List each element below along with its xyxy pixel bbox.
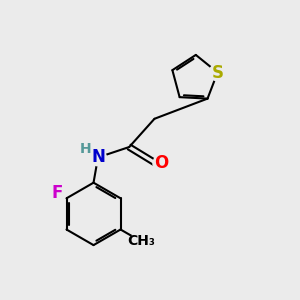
- Text: O: O: [154, 154, 168, 172]
- Text: N: N: [91, 148, 105, 166]
- Circle shape: [90, 149, 106, 166]
- Circle shape: [153, 155, 169, 172]
- Circle shape: [131, 231, 152, 252]
- Text: CH₃: CH₃: [127, 234, 155, 248]
- Text: F: F: [51, 184, 62, 202]
- Circle shape: [209, 64, 226, 81]
- Text: H: H: [80, 142, 91, 156]
- Circle shape: [48, 184, 65, 201]
- Circle shape: [77, 141, 94, 158]
- Text: S: S: [212, 64, 224, 82]
